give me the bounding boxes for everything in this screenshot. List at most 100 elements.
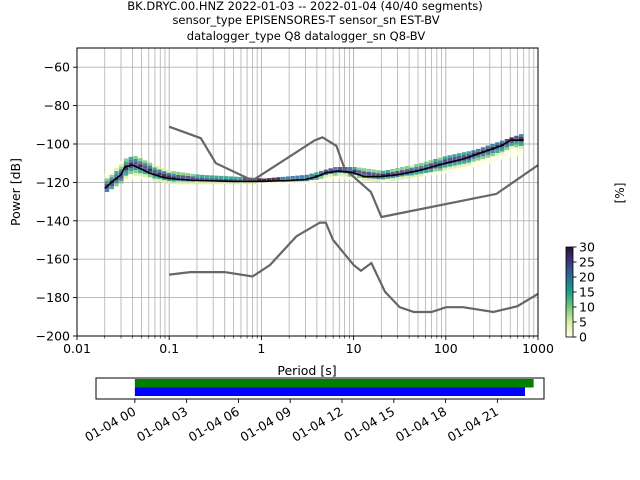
psd-density-cell [123, 161, 129, 165]
psd-density-cell [147, 162, 153, 166]
psd-density-cell [309, 180, 314, 184]
psd-density-cell [385, 169, 391, 173]
chart-title: BK.DRYC.00.HNZ 2022-01-03 -- 2022-01-04 … [127, 0, 482, 43]
psd-density-cell [485, 145, 491, 149]
psd-density-cell [261, 181, 267, 185]
psd-density-cell [499, 148, 505, 152]
psd-density-cell [133, 172, 138, 176]
psd-density-cell [438, 157, 443, 161]
y-axis-ticks: −60 −80 −100 −120 −140 −160 −180 −200 [36, 60, 77, 344]
psd-density-cell [271, 181, 276, 185]
psd-density-cell [442, 167, 448, 171]
psd-density-cell [399, 176, 405, 180]
psd-density-cell [399, 170, 405, 174]
psd-density-cell [490, 156, 495, 160]
psd-density-cell [338, 173, 343, 177]
psd-density-cell [252, 181, 257, 185]
psd-density-cell [457, 164, 462, 168]
psd-density-cell [452, 165, 457, 169]
psd-density-cell [114, 171, 119, 175]
psd-density-cell [338, 176, 343, 180]
psd-density-cell [447, 158, 453, 161]
psd-density-cell [219, 178, 224, 182]
psd-density-cell [323, 172, 329, 176]
y-tick-label: −80 [44, 98, 70, 113]
psd-density-cell [485, 151, 491, 155]
psd-density-cell [133, 155, 138, 159]
y-tick-label: −140 [36, 213, 70, 228]
timeline-tick-label: 01-04 21 [445, 404, 501, 445]
psd-density-cell [347, 173, 353, 177]
psd-density-cell [142, 165, 148, 169]
psd-density-cell [499, 154, 505, 158]
colorbar-tick-label: 15 [579, 285, 595, 300]
psd-density-cell [428, 163, 433, 167]
psd-density-cell [214, 175, 219, 179]
psd-density-cell [104, 178, 110, 182]
psd-density-cell [166, 172, 172, 176]
psd-density-cell [423, 164, 429, 168]
psd-density-cell [171, 181, 176, 185]
colorbar-label: [%] [613, 183, 627, 204]
psd-density-cell [123, 175, 129, 179]
psd-density-cell [376, 176, 381, 180]
psd-density-cell [518, 142, 524, 146]
psd-density-cell [276, 177, 281, 181]
psd-density-cell [385, 178, 391, 182]
psd-density-cell [138, 170, 143, 174]
psd-density-cell [518, 134, 524, 138]
noise-model-high-line [168, 125, 539, 219]
colorbar-gradient [565, 246, 574, 338]
psd-density-cell [347, 176, 353, 180]
psd-density-cell [157, 166, 162, 170]
psd-density-cell [133, 161, 138, 165]
psd-density-cell [314, 172, 319, 175]
psd-density-cell [457, 153, 462, 157]
psd-density-cell [495, 155, 500, 159]
psd-density-cell [428, 169, 433, 173]
y-tick-label: −200 [36, 329, 70, 344]
psd-density-cell [347, 167, 353, 171]
timeline-bar [134, 379, 534, 388]
psd-density-cell [428, 172, 433, 176]
psd-density-cell [266, 178, 272, 182]
psd-density-cell [514, 147, 519, 151]
psd-density-cell [390, 168, 395, 172]
psd-density-cell [157, 169, 162, 173]
psd-density-cell [433, 158, 438, 163]
psd-density-cell [233, 181, 238, 185]
psd-density-cell [461, 166, 467, 170]
psd-density-cell [271, 177, 276, 182]
psd-density-cell [466, 154, 472, 157]
psd-density-cell [152, 170, 157, 173]
psd-density-cell [490, 150, 495, 154]
psd-density-cell [238, 181, 243, 185]
psd-density-cell [361, 168, 367, 172]
psd-density-cell [499, 146, 505, 149]
psd-density-cell [438, 171, 443, 174]
psd-density-cell [247, 180, 253, 185]
psd-density-cell [457, 156, 462, 159]
timeline-bars [134, 379, 534, 396]
psd-density-cell [309, 173, 314, 177]
psd-density-cell [318, 178, 324, 182]
psd-density-cell [119, 163, 124, 167]
colorbar-tick-label: 5 [579, 315, 587, 330]
psd-density-cell [376, 170, 381, 174]
psd-density-cell [371, 172, 376, 176]
psd-density-cell [471, 161, 476, 165]
psd-density-cell [109, 168, 114, 172]
psd-density-cell [114, 180, 119, 184]
psd-density-cell [418, 165, 424, 169]
psd-density-cell [171, 173, 176, 177]
x-tick-label: 100 [434, 341, 458, 356]
psd-density-cell [390, 177, 395, 181]
psd-density-cell [280, 181, 286, 185]
colorbar-tick-label: 20 [579, 270, 595, 285]
psd-density-cell [104, 172, 110, 176]
psd-density-cell [442, 164, 448, 168]
psd-density-cell [123, 164, 129, 168]
psd-density-cell [504, 144, 510, 148]
